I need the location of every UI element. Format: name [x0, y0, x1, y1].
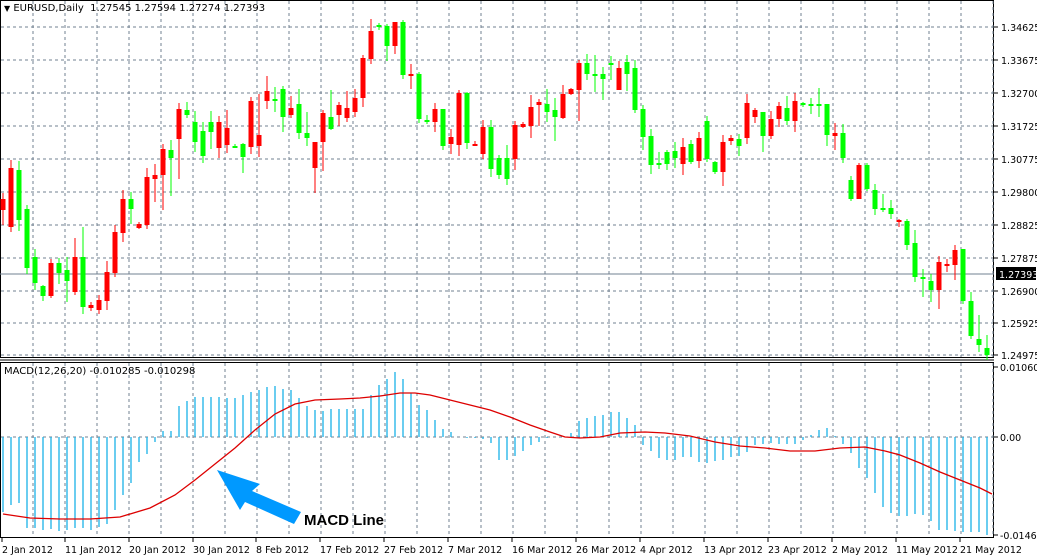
- svg-text:2 May 2012: 2 May 2012: [832, 545, 888, 556]
- svg-text:0.010601: 0.010601: [1000, 363, 1037, 374]
- svg-text:30 Jan 2012: 30 Jan 2012: [193, 545, 250, 556]
- svg-text:1.30775: 1.30775: [1001, 155, 1037, 166]
- grid-lines: [1, 1, 994, 537]
- svg-text:1.32700: 1.32700: [1001, 89, 1037, 100]
- svg-text:8 Feb 2012: 8 Feb 2012: [256, 545, 309, 556]
- svg-text:1.24975: 1.24975: [1001, 351, 1037, 362]
- candlestick-series: [0, 19, 990, 360]
- symbol-dropdown-icon[interactable]: ▼: [4, 4, 11, 13]
- svg-text:1.28825: 1.28825: [1001, 221, 1037, 232]
- svg-text:2 Jan 2012: 2 Jan 2012: [2, 545, 53, 556]
- svg-text:1.27875: 1.27875: [1001, 254, 1037, 265]
- svg-text:1.31725: 1.31725: [1001, 122, 1037, 133]
- svg-text:4 Apr 2012: 4 Apr 2012: [640, 545, 693, 556]
- svg-text:0.00: 0.00: [1000, 433, 1021, 444]
- macd-histogram: [2, 372, 988, 535]
- svg-text:16 Mar 2012: 16 Mar 2012: [512, 545, 572, 556]
- svg-text:26 Mar 2012: 26 Mar 2012: [576, 545, 636, 556]
- macd-line-annotation: MACD Line: [304, 512, 384, 529]
- svg-text:11 Jan 2012: 11 Jan 2012: [65, 545, 122, 556]
- macd-indicator-label: MACD(12,26,20) -0.010285 -0.010298: [4, 366, 196, 377]
- macd-axis: 0.010601 0.00 -0.014676: [994, 363, 1037, 542]
- svg-text:20 Jan 2012: 20 Jan 2012: [129, 545, 186, 556]
- time-axis: 2 Jan 2012 11 Jan 2012 20 Jan 2012 30 Jan 2…: [1, 538, 1022, 556]
- svg-text:1.34625: 1.34625: [1001, 23, 1037, 34]
- svg-text:27 Feb 2012: 27 Feb 2012: [384, 545, 443, 556]
- ohlc-values: 1.27545 1.27594 1.27274 1.27393: [90, 3, 266, 14]
- macd-pane[interactable]: [0, 362, 994, 538]
- svg-text:23 Apr 2012: 23 Apr 2012: [768, 545, 827, 556]
- svg-text:1.33675: 1.33675: [1001, 56, 1037, 67]
- svg-text:13 Apr 2012: 13 Apr 2012: [704, 545, 763, 556]
- svg-text:-0.014676: -0.014676: [1000, 531, 1037, 542]
- svg-text:11 May 2012: 11 May 2012: [896, 545, 958, 556]
- price-axis: 1.34625 1.33675 1.32700 1.31725 1.30775 1.298…: [994, 23, 1037, 362]
- macd-signal-line: [2, 392, 993, 520]
- svg-text:1.26900: 1.26900: [1001, 287, 1037, 298]
- svg-text:1.27393: 1.27393: [999, 270, 1037, 281]
- svg-text:17 Feb 2012: 17 Feb 2012: [320, 545, 379, 556]
- svg-text:21 May 2012: 21 May 2012: [960, 545, 1022, 556]
- svg-text:1.25925: 1.25925: [1001, 319, 1037, 330]
- chart-header: ▼ EURUSD,Daily 1.27545 1.27594 1.27274 1…: [4, 3, 265, 14]
- symbol-timeframe-label: EURUSD,Daily: [13, 3, 84, 14]
- macd-line-annotation-arrow-icon: [217, 470, 301, 524]
- svg-text:7 Mar 2012: 7 Mar 2012: [448, 545, 502, 556]
- svg-text:1.29800: 1.29800: [1001, 188, 1037, 199]
